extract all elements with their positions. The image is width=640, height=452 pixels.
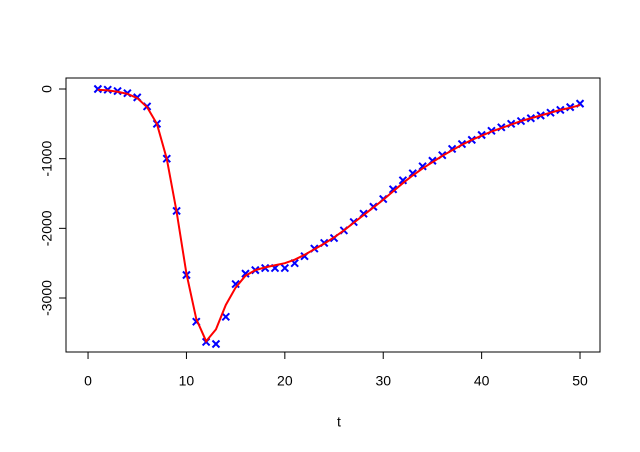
fit-line xyxy=(97,88,581,344)
x-tick-label: 20 xyxy=(277,373,293,389)
point-stroke xyxy=(388,185,398,194)
point-stroke xyxy=(290,258,299,268)
x-tick-label: 0 xyxy=(84,373,92,389)
data-point xyxy=(93,84,103,94)
x-axis-label: t xyxy=(337,414,341,430)
x-tick-label: 30 xyxy=(375,373,391,389)
point-stroke xyxy=(93,84,103,94)
point-stroke xyxy=(280,263,290,273)
y-tick-label: 0 xyxy=(39,85,55,93)
y-tick-label: -2000 xyxy=(39,210,55,246)
point-stroke xyxy=(408,169,417,178)
data-point xyxy=(231,279,240,289)
point-stroke xyxy=(418,162,427,171)
x-tick-label: 50 xyxy=(572,373,588,389)
point-stroke xyxy=(241,269,250,278)
point-stroke xyxy=(398,176,408,185)
data-point xyxy=(398,176,408,185)
data-point xyxy=(418,162,427,171)
point-stroke xyxy=(231,279,240,289)
x-tick-label: 10 xyxy=(179,373,195,389)
point-stroke xyxy=(221,312,231,322)
data-point xyxy=(221,312,231,322)
data-point xyxy=(388,185,398,194)
data-point xyxy=(211,339,221,349)
point-stroke xyxy=(211,339,221,349)
point-stroke xyxy=(192,317,201,326)
data-point xyxy=(241,269,250,278)
x-tick-label: 40 xyxy=(474,373,490,389)
data-point xyxy=(280,263,290,273)
data-point xyxy=(408,169,417,178)
y-tick-label: -3000 xyxy=(39,280,55,316)
y-tick-label: -1000 xyxy=(39,141,55,177)
